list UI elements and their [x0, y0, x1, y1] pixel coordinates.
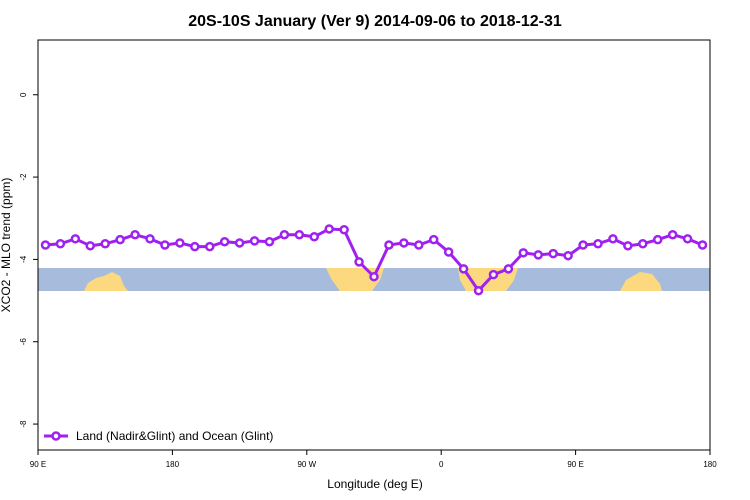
- x-tick-label: 90 E: [30, 460, 46, 469]
- data-point: [384, 240, 394, 250]
- plot-frame: [37, 39, 711, 451]
- data-point: [85, 241, 96, 251]
- data-point: [697, 240, 708, 250]
- data-point: [309, 232, 320, 242]
- data-point: [175, 238, 185, 248]
- data-point: [160, 240, 170, 250]
- data-point: [204, 241, 215, 252]
- data-point: [70, 234, 81, 244]
- data-point: [399, 238, 409, 248]
- data-point: [458, 264, 469, 274]
- legend-marker: [51, 431, 61, 441]
- data-point: [488, 269, 499, 280]
- data-point: [219, 236, 230, 247]
- x-axis-label: Longitude (deg E): [327, 477, 422, 491]
- data-point: [682, 234, 693, 244]
- x-tick-label: 90 E: [567, 460, 583, 469]
- data-point: [623, 241, 633, 251]
- data-point: [130, 229, 140, 240]
- data-point: [264, 236, 275, 247]
- data-point: [55, 239, 66, 249]
- chart-title: 20S-10S January (Ver 9) 2014-09-06 to 20…: [188, 13, 562, 30]
- y-tick-label: -2: [19, 173, 28, 181]
- data-point: [249, 236, 260, 246]
- data-point: [100, 239, 110, 249]
- data-point: [548, 248, 558, 259]
- data-point: [324, 224, 334, 234]
- data-point: [593, 239, 603, 249]
- data-point: [608, 234, 618, 244]
- data-point: [279, 229, 290, 240]
- data-point: [369, 271, 379, 282]
- data-point: [503, 264, 514, 274]
- data-point: [145, 234, 155, 244]
- data-point: [354, 257, 364, 267]
- land: [84, 272, 128, 291]
- data-point: [667, 229, 678, 240]
- x-tick-label: 180: [166, 460, 180, 469]
- data-point: [518, 248, 529, 258]
- data-point: [190, 241, 200, 252]
- data-point: [533, 250, 544, 260]
- land: [620, 272, 662, 291]
- y-tick-label: -4: [19, 255, 28, 263]
- y-tick-label: -8: [19, 420, 28, 428]
- data-point: [339, 225, 349, 235]
- data-point: [563, 250, 573, 261]
- data-point: [652, 234, 663, 245]
- data-point: [234, 238, 245, 248]
- y-tick-label: -6: [19, 338, 28, 346]
- x-tick-label: 180: [703, 460, 717, 469]
- data-point: [115, 234, 125, 245]
- data-point: [578, 240, 588, 250]
- y-axis-label: XCO2 - MLO trend (ppm): [0, 178, 13, 313]
- legend-label: Land (Nadir&Glint) and Ocean (Glint): [76, 429, 273, 443]
- data-point: [414, 240, 424, 250]
- data-point: [40, 240, 51, 250]
- data-point: [473, 285, 484, 296]
- y-tick-label: 0: [19, 92, 28, 97]
- data-point: [428, 234, 439, 245]
- x-tick-label: 90 W: [297, 460, 316, 469]
- data-point: [443, 247, 454, 257]
- x-tick-label: 0: [439, 460, 444, 469]
- data-point: [294, 229, 305, 240]
- data-point: [638, 239, 648, 249]
